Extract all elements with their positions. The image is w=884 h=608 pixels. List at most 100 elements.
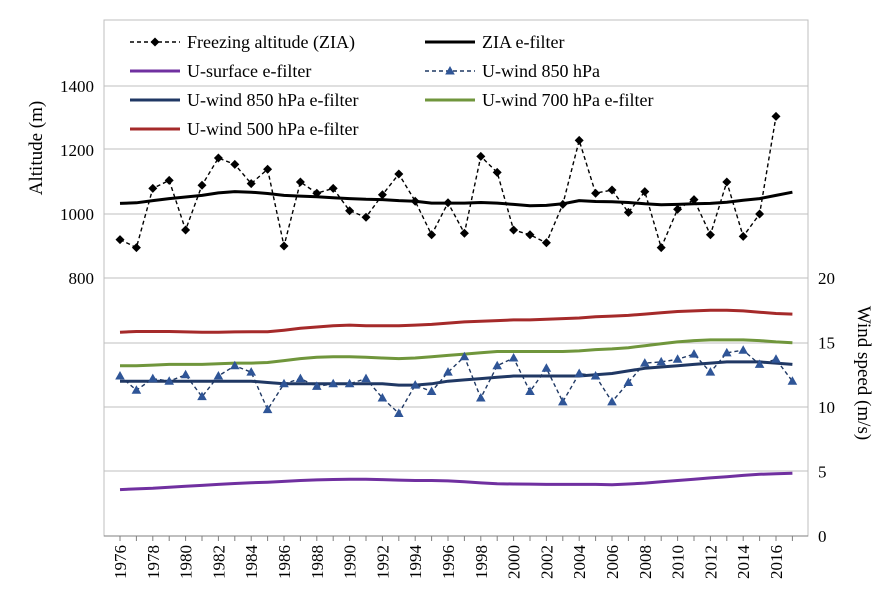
data-point xyxy=(410,196,420,206)
series-u-wind-850-hpa-e-filter xyxy=(120,360,793,387)
data-point xyxy=(459,228,469,238)
legend-label: U-wind 850 hPa xyxy=(482,61,600,81)
left-tick-label: 1000 xyxy=(60,205,94,224)
data-point xyxy=(541,238,551,248)
right-tick-label: 20 xyxy=(818,269,835,288)
data-point xyxy=(590,371,601,380)
data-point xyxy=(525,386,535,396)
series-u-wind-500-hpa-e-filter xyxy=(119,308,793,334)
data-point xyxy=(164,376,174,385)
left-tick-label: 1200 xyxy=(60,141,94,160)
data-point xyxy=(164,175,174,185)
x-tick-label: 2008 xyxy=(636,545,655,579)
data-point xyxy=(312,381,322,390)
legend-item-u-surface-e-filter: U-surface e-filter xyxy=(130,61,311,81)
x-tick-label: 2000 xyxy=(505,545,524,579)
data-point xyxy=(230,159,240,169)
data-point xyxy=(754,359,765,368)
x-tick-label: 2010 xyxy=(669,545,688,579)
data-point xyxy=(722,347,732,357)
legend-marker xyxy=(150,37,160,47)
data-point xyxy=(246,367,256,376)
x-tick-label: 1998 xyxy=(472,545,491,579)
series-freezing-altitude-zia xyxy=(115,111,781,253)
data-point xyxy=(738,231,748,241)
data-point xyxy=(509,225,519,235)
legend-label: ZIA e-filter xyxy=(482,32,564,52)
data-point xyxy=(295,373,306,383)
data-point xyxy=(148,183,158,193)
data-point xyxy=(656,243,666,253)
data-point xyxy=(148,373,158,383)
x-tick-label: 1994 xyxy=(406,545,425,580)
data-point xyxy=(443,198,453,208)
data-point xyxy=(181,225,191,235)
data-point xyxy=(591,188,601,198)
data-point xyxy=(771,354,781,363)
data-point xyxy=(508,352,519,362)
data-point xyxy=(771,111,781,121)
data-point xyxy=(459,351,470,361)
series-line-u-wind-700-hpa-e-filter xyxy=(120,338,793,368)
data-point xyxy=(328,183,338,193)
right-tick-label: 10 xyxy=(818,398,835,417)
right-tick-label: 15 xyxy=(818,334,835,353)
left-tick-label: 800 xyxy=(69,269,95,288)
data-point xyxy=(574,135,584,145)
data-point xyxy=(115,371,125,380)
x-tick-label: 1984 xyxy=(242,545,261,580)
legend-item-u-wind-500-hpa-e-filter: U-wind 500 hPa e-filter xyxy=(130,119,358,139)
data-point xyxy=(246,179,256,189)
data-point xyxy=(394,408,404,417)
data-point xyxy=(689,195,699,205)
x-tick-label: 1976 xyxy=(111,545,130,579)
data-point xyxy=(180,369,191,379)
data-point xyxy=(640,358,650,367)
legend-item-freezing-altitude-zia: Freezing altitude (ZIA) xyxy=(130,32,355,53)
data-point xyxy=(574,368,584,377)
data-point xyxy=(640,187,650,197)
x-tick-label: 1986 xyxy=(275,545,294,579)
data-point xyxy=(443,367,453,376)
legend-item-zia-e-filter: ZIA e-filter xyxy=(425,32,564,52)
data-point xyxy=(361,212,371,222)
left-axis-title: Altitude (m) xyxy=(26,101,47,195)
series-line-u-wind-850-hpa-e-filter xyxy=(120,360,793,387)
data-point xyxy=(295,177,305,187)
data-point xyxy=(312,188,322,198)
left-tick-label: 1400 xyxy=(60,77,94,96)
data-point xyxy=(197,180,207,190)
x-tick-label: 1996 xyxy=(439,545,458,579)
data-point xyxy=(607,185,617,195)
series-u-wind-850-hpa xyxy=(115,345,798,417)
data-point xyxy=(213,371,224,380)
data-point xyxy=(426,386,437,396)
data-point xyxy=(345,206,355,216)
series-line-zia-e-filter xyxy=(119,190,793,208)
data-point xyxy=(213,153,223,163)
data-point xyxy=(344,378,355,388)
x-tick-label: 2012 xyxy=(701,545,720,579)
data-point xyxy=(722,177,732,187)
right-axis-title: Wind speed (m/s) xyxy=(853,306,874,440)
data-point xyxy=(705,230,715,240)
legend-label: U-surface e-filter xyxy=(187,61,311,81)
data-point xyxy=(623,207,633,217)
data-point xyxy=(361,373,371,383)
right-tick-label: 0 xyxy=(818,527,827,546)
x-tick-label: 1990 xyxy=(341,545,360,579)
data-point xyxy=(115,235,125,245)
data-point xyxy=(230,360,240,370)
x-tick-label: 2014 xyxy=(734,545,753,580)
data-point xyxy=(131,243,141,253)
data-point xyxy=(476,392,486,402)
data-point xyxy=(410,380,420,389)
data-point xyxy=(623,377,634,386)
data-point xyxy=(541,363,552,372)
data-point xyxy=(558,199,568,209)
data-point xyxy=(492,360,502,370)
legend-item-u-wind-700-hpa-e-filter: U-wind 700 hPa e-filter xyxy=(425,90,653,110)
x-tick-label: 1992 xyxy=(373,545,392,579)
data-point xyxy=(787,376,798,385)
legend-marker xyxy=(445,66,455,75)
